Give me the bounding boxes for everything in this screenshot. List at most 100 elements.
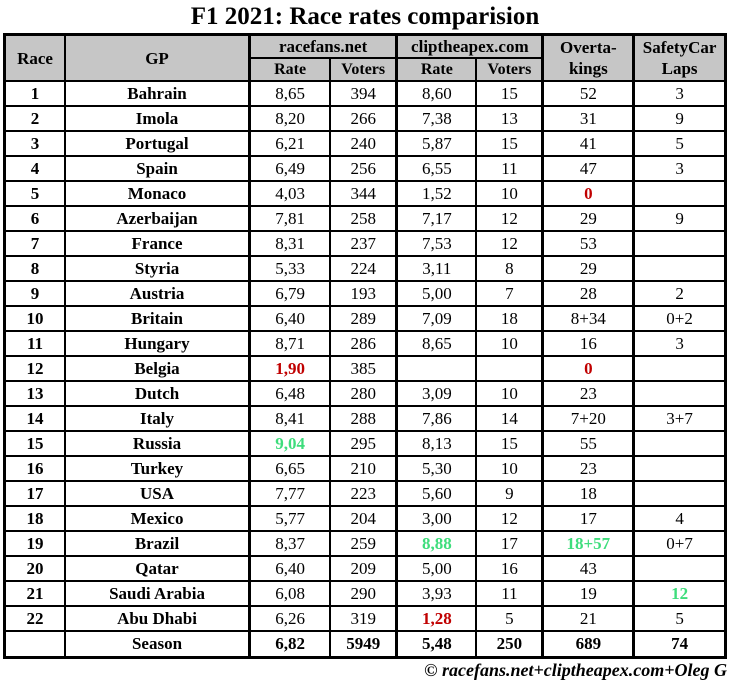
cliptheapex-voters-cell: 9 <box>475 480 544 507</box>
overtakings-cell: 28 <box>541 280 635 307</box>
safetycar-laps-cell: 3 <box>632 155 727 182</box>
header-racefans-rate: Rate <box>248 57 332 82</box>
race-row: 5 Monaco 4,03 344 1,52 10 0 <box>3 180 727 207</box>
racefans-rate-cell: 8,71 <box>248 330 332 357</box>
cliptheapex-rate-cell: 3,93 <box>395 580 478 607</box>
safetycar-laps-cell: 9 <box>632 105 727 132</box>
safetycar-laps-cell: 4 <box>632 505 727 532</box>
race-number-cell: 2 <box>3 105 66 132</box>
gp-name-cell: Styria <box>64 255 251 282</box>
gp-name-cell: Belgia <box>64 355 251 382</box>
race-row: 13 Dutch 6,48 280 3,09 10 23 <box>3 380 727 407</box>
table-header: Race GP racefans.net cliptheapex.com Ove… <box>3 33 727 82</box>
gp-name-cell: Azerbaijan <box>64 205 251 232</box>
race-row: 15 Russia 9,04 295 8,13 15 55 <box>3 430 727 457</box>
gp-name-cell: Mexico <box>64 505 251 532</box>
cliptheapex-rate-cell: 5,60 <box>395 480 478 507</box>
gp-name-cell: Austria <box>64 280 251 307</box>
racefans-voters-cell: 209 <box>329 555 398 582</box>
race-number-cell: 12 <box>3 355 66 382</box>
safetycar-laps-cell: 3 <box>632 330 727 357</box>
gp-name-cell: Qatar <box>64 555 251 582</box>
race-row: 10 Britain 6,40 289 7,09 18 8+34 0+2 <box>3 305 727 332</box>
safetycar-laps-cell <box>632 355 727 382</box>
cliptheapex-rate-cell: 5,00 <box>395 555 478 582</box>
cliptheapex-rate-cell: 3,00 <box>395 505 478 532</box>
overtakings-cell: 7+20 <box>541 405 635 432</box>
race-row: 22 Abu Dhabi 6,26 319 1,28 5 21 5 <box>3 605 727 632</box>
gp-name-cell: USA <box>64 480 251 507</box>
safetycar-laps-cell: 0+7 <box>632 530 727 557</box>
season-label-cell: Season <box>64 630 251 659</box>
race-number-cell: 4 <box>3 155 66 182</box>
race-row: 14 Italy 8,41 288 7,86 14 7+20 3+7 <box>3 405 727 432</box>
season-blank-cell <box>4 631 65 658</box>
racefans-rate-cell: 6,65 <box>248 455 332 482</box>
cliptheapex-voters-cell: 18 <box>475 305 544 332</box>
cliptheapex-rate-cell: 6,55 <box>395 155 478 182</box>
cliptheapex-voters-cell: 12 <box>475 505 544 532</box>
race-number-cell: 21 <box>3 580 66 607</box>
cliptheapex-voters-cell: 10 <box>475 455 544 482</box>
cliptheapex-rate-cell: 7,17 <box>395 205 478 232</box>
racefans-rate-cell: 6,26 <box>248 605 332 632</box>
racefans-voters-cell: 258 <box>329 205 398 232</box>
header-group-racefans: racefans.net <box>248 33 398 59</box>
gp-name-cell: Monaco <box>64 180 251 207</box>
cliptheapex-rate-cell: 1,52 <box>395 180 478 207</box>
cliptheapex-rate-cell: 1,28 <box>395 605 478 632</box>
race-row: 3 Portugal 6,21 240 5,87 15 41 5 <box>3 130 727 157</box>
racefans-rate-cell: 8,31 <box>248 230 332 257</box>
cliptheapex-voters-cell: 15 <box>475 430 544 457</box>
overtakings-cell: 0 <box>541 355 635 382</box>
overtakings-cell: 29 <box>541 205 635 232</box>
gp-name-cell: Brazil <box>64 530 251 557</box>
racefans-rate-cell: 6,40 <box>248 305 332 332</box>
cliptheapex-voters-cell: 16 <box>475 555 544 582</box>
header-racefans-voters: Voters <box>329 57 398 82</box>
race-number-cell: 1 <box>3 80 66 107</box>
cliptheapex-voters-cell: 5 <box>475 605 544 632</box>
safetycar-laps-cell <box>632 555 727 582</box>
racefans-rate-cell: 6,48 <box>248 380 332 407</box>
race-number-cell: 11 <box>3 330 66 357</box>
safetycar-laps-cell <box>632 255 727 282</box>
cliptheapex-rate-cell: 7,86 <box>395 405 478 432</box>
overtakings-cell: 0 <box>541 180 635 207</box>
overtakings-cell: 29 <box>541 255 635 282</box>
racefans-voters-cell: 280 <box>329 380 398 407</box>
cliptheapex-voters-cell: 15 <box>475 130 544 157</box>
racefans-voters-cell: 288 <box>329 405 398 432</box>
cliptheapex-voters-cell: 12 <box>475 230 544 257</box>
cliptheapex-rate-cell: 8,13 <box>395 430 478 457</box>
safetycar-laps-cell: 74 <box>632 630 727 659</box>
safetycar-laps-cell: 3 <box>632 80 727 107</box>
race-row: 20 Qatar 6,40 209 5,00 16 43 <box>3 555 727 582</box>
gp-name-cell: Britain <box>64 305 251 332</box>
racefans-voters-cell: 394 <box>329 80 398 107</box>
overtakings-cell: 17 <box>541 505 635 532</box>
overtakings-cell: 18+57 <box>541 530 635 557</box>
safetycar-laps-cell <box>632 230 727 257</box>
cliptheapex-voters-cell: 250 <box>475 630 544 659</box>
gp-name-cell: Saudi Arabia <box>64 580 251 607</box>
gp-name-cell: Italy <box>64 405 251 432</box>
cliptheapex-rate-cell: 5,87 <box>395 130 478 157</box>
safetycar-laps-cell: 3+7 <box>632 405 727 432</box>
race-number-cell: 20 <box>3 555 66 582</box>
cliptheapex-voters-cell: 7 <box>475 280 544 307</box>
cliptheapex-rate-cell: 8,65 <box>395 330 478 357</box>
race-number-cell: 16 <box>3 455 66 482</box>
gp-name-cell: Bahrain <box>64 80 251 107</box>
credit-footer: © racefans.net+cliptheapex.com+Oleg G <box>424 660 727 680</box>
header-gp: GP <box>64 33 251 82</box>
cliptheapex-rate-cell: 8,88 <box>395 530 478 557</box>
safetycar-laps-cell <box>632 180 727 207</box>
racefans-rate-cell: 4,03 <box>248 180 332 207</box>
cliptheapex-rate-cell: 3,09 <box>395 380 478 407</box>
race-number-cell: 5 <box>3 180 66 207</box>
header-row-groups: Race GP racefans.net cliptheapex.com Ove… <box>3 33 727 82</box>
race-number-cell: 3 <box>3 130 66 157</box>
race-number-cell: 19 <box>3 530 66 557</box>
overtakings-cell: 43 <box>541 555 635 582</box>
